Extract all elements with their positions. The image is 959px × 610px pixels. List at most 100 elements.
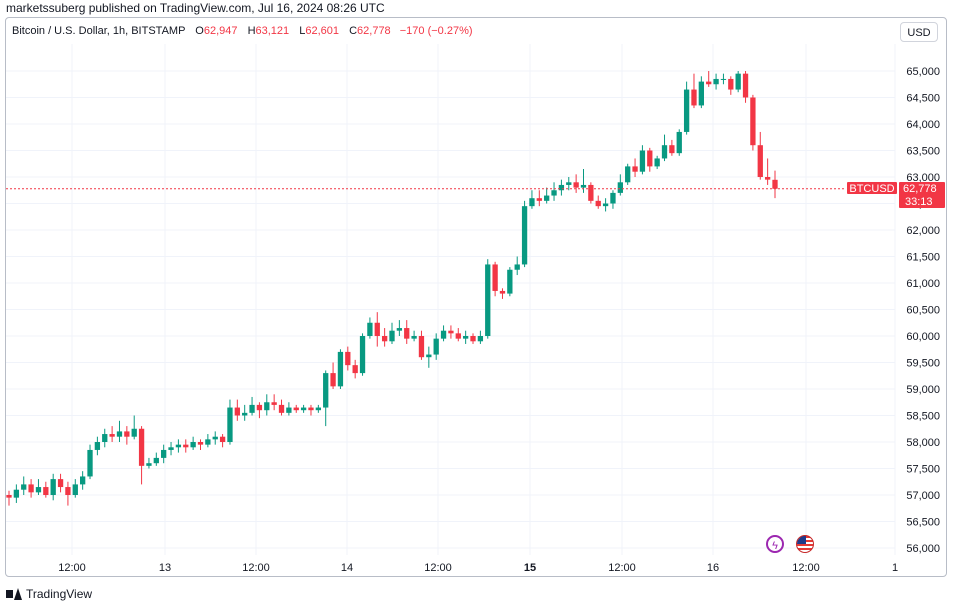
candle-body [440, 330, 447, 339]
candle-body [345, 351, 351, 366]
candle-body [485, 264, 491, 336]
candle-body [286, 407, 292, 413]
candle-body [197, 442, 204, 445]
y-tick-label: 56,000 [906, 543, 940, 555]
candle-body [21, 484, 27, 490]
chart-grid [6, 44, 896, 555]
candle-body [168, 447, 174, 450]
candle-body [13, 489, 20, 498]
candle-body [661, 145, 668, 159]
candle-body [43, 487, 49, 495]
x-tick-label: 16 [707, 562, 719, 574]
candle-body [433, 338, 439, 355]
candle-body [6, 495, 12, 498]
candle-body [308, 407, 314, 411]
candle-body [588, 184, 594, 201]
candle-body [602, 203, 609, 207]
candle-body [514, 264, 520, 270]
y-tick-label: 63,500 [906, 146, 940, 158]
low-value: 62,601 [305, 25, 340, 37]
candle-body [551, 190, 557, 196]
tradingview-logo-icon [6, 588, 22, 600]
candle-body [57, 479, 64, 488]
candle-body [131, 428, 137, 437]
candle-body [80, 476, 86, 485]
candle-body [219, 436, 226, 442]
candle-body [448, 330, 454, 334]
candle-body [138, 428, 145, 466]
us-flag-event-icon[interactable] [796, 535, 814, 553]
candle-body [544, 195, 550, 201]
candle-body [470, 336, 476, 342]
symbol-tag-bg [847, 182, 897, 194]
close-label: C [349, 25, 358, 37]
candle-body [300, 407, 307, 411]
y-tick-label: 64,500 [906, 93, 940, 105]
candle-body [639, 150, 646, 172]
y-tick-label: 57,000 [906, 490, 940, 502]
candle-body [742, 73, 749, 98]
candle-body [28, 484, 34, 493]
price-axis: 56,000 56,500 57,000 57,500 58,000 58,500 59,0… [906, 66, 940, 555]
y-tick-label: 60,000 [906, 331, 940, 343]
y-tick-label: 58,000 [906, 437, 940, 449]
candle-body [720, 78, 727, 80]
candle-body [146, 463, 152, 466]
candle-body [396, 328, 403, 331]
candle-body [94, 442, 101, 450]
candle-body [426, 354, 432, 358]
candle-body [573, 182, 579, 188]
x-tick-label: 12:00 [58, 562, 86, 574]
candle-body [242, 412, 248, 416]
high-value: 63,121 [255, 25, 290, 37]
candle-body [161, 449, 167, 458]
candle-body [212, 436, 218, 440]
symbol-legend: Bitcoin / U.S. Dollar, 1h, BITSTAMP O62,… [12, 25, 473, 37]
candle-body [374, 322, 380, 336]
candle-body [35, 487, 42, 493]
y-tick-label: 64,000 [906, 119, 940, 131]
y-tick-label: 62,000 [906, 225, 940, 237]
candle-body [190, 442, 196, 448]
candle-body [772, 179, 778, 189]
tradingview-logo[interactable]: TradingView [6, 585, 92, 603]
price-tag-value: 62,778 [903, 183, 937, 195]
time-axis: 12:00 13 12:00 14 12:00 15 12:00 16 12:00 1 [58, 562, 898, 574]
currency-button[interactable]: USD [900, 22, 938, 42]
candle-body [610, 192, 616, 204]
lightning-event-icon[interactable]: ϟ [766, 535, 784, 553]
chart-frame[interactable] [5, 17, 947, 577]
candle-body [492, 264, 498, 291]
candle-body [713, 78, 719, 85]
candle-body [735, 73, 741, 90]
candle-body [205, 439, 211, 445]
symbol-tag: BTCUSD [849, 183, 894, 195]
change-value: −170 (−0.27%) [399, 25, 473, 37]
candle-body [65, 487, 71, 495]
candle-body [323, 373, 329, 408]
candle-body [728, 78, 734, 90]
y-tick-label: 59,000 [906, 384, 940, 396]
candle-body [315, 407, 321, 411]
high-label: H [247, 25, 256, 37]
candle-body [102, 434, 108, 442]
candle-body [654, 158, 660, 167]
candle-body [352, 365, 358, 374]
candle-body [521, 206, 528, 265]
candle-body [507, 269, 513, 294]
candle-body [256, 404, 263, 411]
candle-body [698, 81, 704, 106]
candle-body [632, 166, 638, 172]
candle-body [183, 444, 189, 448]
symbol-name[interactable]: Bitcoin / U.S. Dollar, 1h, BITSTAMP [12, 25, 186, 37]
candle-body [676, 131, 682, 154]
candle-body [617, 182, 623, 193]
x-tick-label: 12:00 [792, 562, 820, 574]
y-tick-label: 56,500 [906, 517, 940, 529]
x-tick-label: 12:00 [608, 562, 636, 574]
x-tick-label: 12:00 [424, 562, 452, 574]
candle-body [764, 177, 771, 180]
candle-body [271, 402, 277, 405]
candle-body [669, 145, 675, 154]
